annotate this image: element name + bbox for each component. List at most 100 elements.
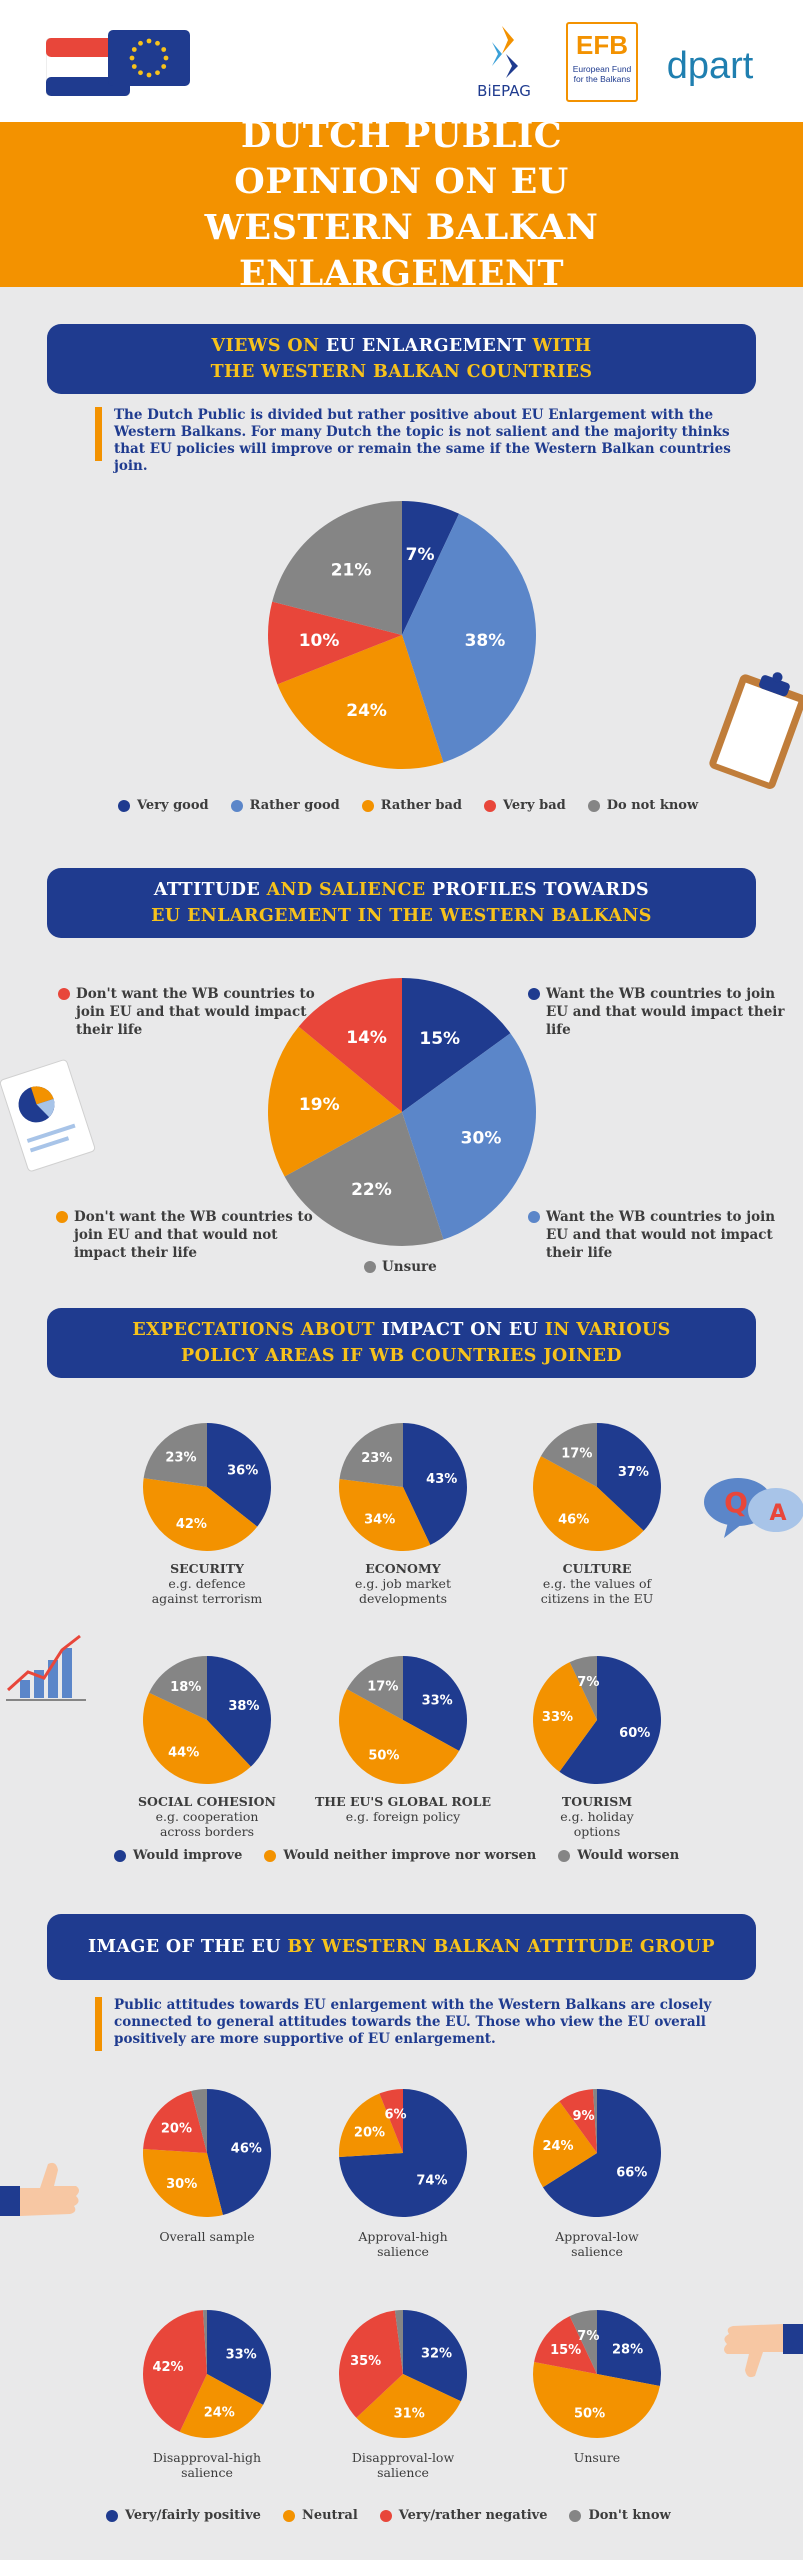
policy-area-desc: e.g. job market developments	[355, 1576, 451, 1606]
page-title: DUTCH PUBLIC OPINION ON EU WESTERN BALKA…	[204, 114, 599, 294]
group-pie-chart: 32% 31% 35%	[339, 2310, 467, 2438]
section1-legend-swatch	[118, 799, 130, 812]
group-pie-value-label: 6%	[385, 2108, 407, 2123]
report-icon	[0, 1059, 96, 1172]
policy-pie-value-label: 17%	[367, 1679, 398, 1694]
policy-area-label: SOCIAL COHESION e.g. cooperation across b…	[117, 1794, 297, 1839]
section4-legend-label: Very/fairly positive	[125, 2508, 261, 2523]
group-pie-value-label: 20%	[161, 2121, 192, 2136]
section1-legend-label: Rather bad	[380, 798, 463, 813]
group-pie-value-label: 24%	[542, 2139, 573, 2154]
group-pie-chart: 33% 24% 42%	[143, 2310, 271, 2438]
section3-legend-item: Would neither improve nor worsen	[264, 1848, 536, 1863]
section1-legend: Very good Rather good Rather bad Very bad Do…	[118, 798, 698, 813]
section1-heading-part-2: WITH	[532, 336, 592, 356]
policy-pie-chart: 38% 44% 18%	[143, 1656, 271, 1784]
dpart-logo: dpart	[667, 45, 754, 87]
policy-pie-value-label: 23%	[165, 1451, 196, 1466]
callout-dot-red	[58, 988, 70, 1000]
policy-pie-slice	[339, 1423, 403, 1487]
policy-pie-value-label: 50%	[368, 1748, 399, 1763]
callout-unsure-text: Unsure	[382, 1259, 437, 1275]
section3-legend-item: Would worsen	[558, 1848, 679, 1863]
views-pie-slice	[272, 501, 402, 635]
policy-pie-value-label: 23%	[361, 1451, 392, 1466]
group-pie-slice	[339, 2093, 403, 2158]
policy-pie-slice	[346, 1656, 403, 1720]
group-pie-value-label: 30%	[166, 2177, 197, 2192]
group-name: Unsure	[573, 2450, 621, 2465]
group-label: Approval-high salience	[313, 2229, 493, 2259]
attitude-pie-value-label: 19%	[299, 1095, 340, 1115]
group-pie-chart: 74% 20%6%	[339, 2089, 467, 2217]
attitude-pie-slice	[402, 978, 511, 1112]
policy-pie-value-label: 43%	[426, 1472, 457, 1487]
policy-pie-slice	[540, 1423, 597, 1487]
callout-dot-darkblue	[528, 988, 540, 1000]
group-pie-chart: 28% 50% 15%7%	[533, 2310, 661, 2438]
policy-area-label: TOURISM e.g. holiday options	[507, 1794, 687, 1839]
policy-area-name: THE EU'S GLOBAL ROLE	[315, 1794, 491, 1809]
attitude-pie-slice	[284, 1112, 444, 1246]
policy-pie-slice	[207, 1423, 271, 1527]
qa-bubble-icon: Q A	[704, 1478, 803, 1538]
section1-legend-label: Rather good	[249, 798, 340, 813]
section1-legend-item: Do not know	[587, 798, 698, 813]
policy-pie-value-label: 44%	[168, 1746, 199, 1761]
callout-dot-lightblue	[528, 1211, 540, 1223]
policy-area-name: TOURISM	[561, 1794, 633, 1809]
group-pie-value-label: 74%	[416, 2174, 447, 2189]
group-pie-slice	[339, 2310, 403, 2418]
group-pie-value-label: 33%	[226, 2347, 257, 2362]
policy-area-desc: e.g. holiday options	[560, 1809, 634, 1839]
group-pie-value-label: 20%	[354, 2125, 385, 2140]
group-pie-value-label: 50%	[574, 2407, 605, 2422]
group-pie-value-label: 35%	[350, 2354, 381, 2369]
policy-pie-slice	[559, 1656, 661, 1784]
group-pie-slice	[533, 2362, 660, 2438]
policy-pie-slice	[403, 1423, 467, 1545]
section3-legend-swatch	[558, 1849, 571, 1862]
group-label: Approval-low salience	[507, 2229, 687, 2259]
group-pie-value-label: 42%	[152, 2360, 183, 2375]
policy-pie-chart: 33% 50% 17%	[339, 1656, 467, 1784]
svg-text:BiEPAG: BiEPAG	[477, 82, 531, 100]
group-pie-slice	[143, 2091, 207, 2153]
section4-heading-part-1: BY WESTERN BALKAN ATTITUDE GROUP	[287, 1937, 715, 1957]
callout-want-no-impact: Want the WB countries to join EU and tha…	[528, 1208, 786, 1262]
group-pie-value-label: 32%	[421, 2346, 452, 2361]
section3-legend-swatch	[264, 1849, 277, 1862]
group-pie-slice	[339, 2089, 467, 2217]
policy-area-name: CULTURE	[562, 1561, 632, 1576]
section4-legend-swatch	[569, 2509, 582, 2522]
section4-legend-item: Don't know	[569, 2508, 671, 2523]
policy-pie-chart: 60% 33% 7%	[533, 1656, 661, 1784]
callout-dont-want-no-impact: Don't want the WB countries to join EU a…	[56, 1208, 314, 1262]
section1-legend-swatch	[361, 799, 374, 812]
bar-chart-icon	[6, 1634, 86, 1701]
section4-heading: IMAGE OF THE EU BY WESTERN BALKAN ATTITU…	[47, 1914, 756, 1980]
group-pie-slice	[533, 2101, 597, 2188]
policy-pie-chart: 43% 34% 23%	[339, 1423, 467, 1551]
views-pie-value-label: 24%	[346, 701, 387, 721]
group-pie-slice	[597, 2310, 661, 2386]
section1-heading-part-0: VIEWS ON	[211, 336, 326, 356]
efb-logo-text: EFB	[576, 30, 628, 60]
section3-legend: Would improve Would neither improve nor w…	[114, 1848, 679, 1863]
group-pie-slice	[379, 2089, 403, 2153]
attitude-pie-value-label: 14%	[346, 1028, 387, 1048]
attitude-pie-slice	[298, 978, 402, 1112]
group-pie-slice	[202, 2310, 207, 2374]
section4-legend-label: Neutral	[301, 2508, 358, 2523]
section2-heading-part-3: EU ENLARGEMENT IN THE WESTERN BALKANS	[151, 906, 652, 926]
thumbs-up-icon	[0, 2162, 79, 2216]
policy-area-label: THE EU'S GLOBAL ROLE e.g. foreign policy	[313, 1794, 493, 1824]
group-pie-slice	[394, 2310, 403, 2374]
views-pie-value-label: 7%	[406, 545, 435, 565]
section3-heading-part-0: EXPECTATIONS ABOUT	[132, 1320, 382, 1340]
section1-legend-swatch	[587, 799, 600, 812]
views-pie-slice	[268, 601, 402, 685]
group-name: Approval-low salience	[555, 2229, 639, 2259]
policy-pie-value-label: 33%	[422, 1693, 453, 1708]
group-pie-slice	[356, 2374, 461, 2438]
